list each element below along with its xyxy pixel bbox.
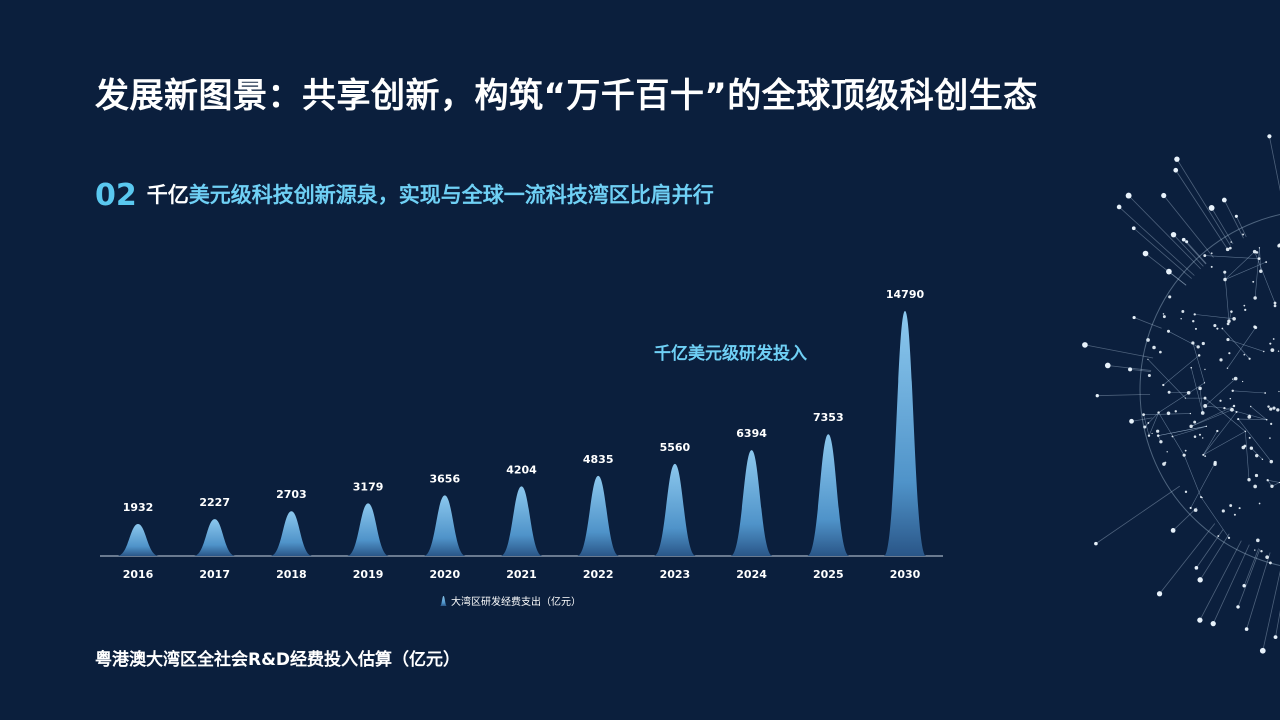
peak-2019 [347,503,390,556]
peak-2023 [653,463,696,556]
peak-2017 [193,519,236,556]
source-note: 粤港澳大湾区全社会R&D经费投入估算（亿元） [95,650,461,670]
subtitle-rest: 美元级科技创新源泉，实现与全球一流科技湾区比肩并行 [188,183,714,207]
peak-2018 [270,511,313,556]
x-tick-2016: 2016 [123,568,154,581]
data-label-2023: 5560 [660,441,691,454]
data-label-2020: 3656 [429,472,460,485]
data-label-2021: 4204 [506,463,537,476]
x-tick-2019: 2019 [353,568,384,581]
x-tick-2021: 2021 [506,568,537,581]
page-title: 发展新图景：共享创新，构筑“万千百十”的全球顶级科创生态 [95,76,1038,116]
x-tick-2024: 2024 [736,568,767,581]
data-label-2022: 4835 [583,453,614,466]
x-tick-2022: 2022 [583,568,614,581]
x-tick-2017: 2017 [199,568,230,581]
chart-annotation: 千亿美元级研发投入 [654,344,807,364]
peak-2024 [730,450,773,556]
data-label-2019: 3179 [353,480,384,493]
globe-network-graphic [1082,134,1280,654]
data-label-2024: 6394 [736,427,767,440]
data-label-2016: 1932 [123,501,154,514]
data-label-2017: 2227 [199,496,230,509]
peak-2025 [807,434,850,556]
data-label-2030: 14790 [886,288,925,301]
peak-2020 [423,495,466,556]
data-label-2018: 2703 [276,488,307,501]
x-tick-2020: 2020 [429,568,460,581]
subtitle-lead: 千亿 [146,183,189,207]
peak-2022 [577,475,620,556]
peak-2030 [884,311,926,556]
section-subtitle: 02 千亿美元级科技创新源泉，实现与全球一流科技湾区比肩并行 [95,178,714,213]
data-label-2025: 7353 [813,411,844,424]
peak-2021 [500,486,543,556]
legend-marker [440,596,447,606]
peak-2016 [117,523,159,556]
x-tick-2023: 2023 [660,568,691,581]
x-tick-2025: 2025 [813,568,844,581]
x-tick-2018: 2018 [276,568,307,581]
x-tick-2030: 2030 [890,568,921,581]
section-number: 02 [95,178,137,213]
legend-label: 大湾区研发经费支出（亿元） [451,595,581,608]
